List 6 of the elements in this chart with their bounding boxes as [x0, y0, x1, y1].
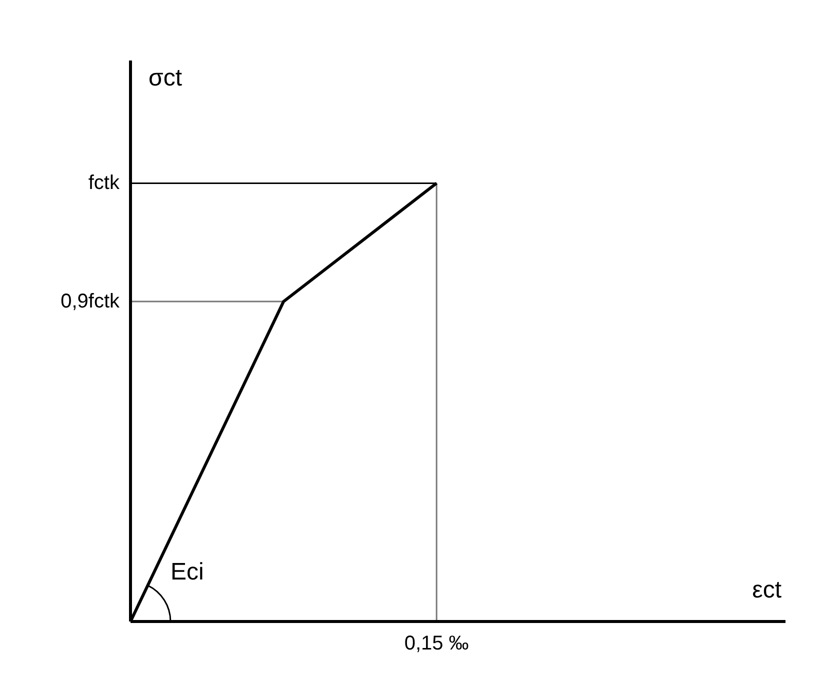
text: σct	[148, 64, 182, 92]
text: 0,15 ‰	[404, 632, 469, 654]
annotation: Eci	[170, 558, 204, 586]
text: εct	[752, 576, 782, 604]
text: 0,9fctk	[60, 290, 120, 313]
text: fctk	[88, 172, 120, 194]
